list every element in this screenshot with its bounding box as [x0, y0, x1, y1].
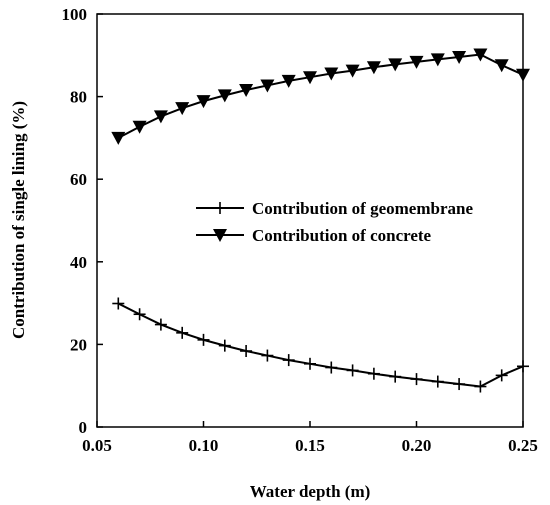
x-tick-label: 0.20	[402, 436, 432, 455]
data-point	[153, 110, 168, 124]
data-point	[196, 95, 211, 109]
data-point	[303, 71, 317, 85]
data-point	[282, 354, 295, 367]
data-point	[517, 360, 529, 373]
data-point	[154, 318, 167, 331]
data-point	[345, 64, 360, 78]
data-point	[239, 83, 254, 97]
x-tick-label: 0.10	[189, 436, 219, 455]
data-point	[281, 74, 296, 88]
axis-ticks: 0.05 0.10 0.15 0.20 0.25 0 20 40 60 80 100	[62, 5, 538, 455]
x-tick-label: 0.15	[295, 436, 325, 455]
data-point	[474, 380, 487, 393]
y-tick-label: 60	[70, 170, 87, 189]
data-point	[304, 357, 316, 370]
data-point	[325, 361, 338, 374]
legend-marker	[213, 229, 227, 242]
y-tick-label: 80	[70, 88, 87, 107]
data-point	[389, 370, 402, 383]
series-line-concrete	[117, 53, 524, 139]
data-point	[495, 369, 508, 382]
data-point	[452, 50, 467, 64]
data-point	[473, 48, 488, 62]
x-tick-label: 0.25	[508, 436, 538, 455]
y-tick-label: 0	[79, 418, 88, 437]
data-point	[366, 61, 381, 75]
data-point	[453, 378, 466, 391]
y-tick-label: 20	[70, 335, 87, 354]
data-point	[516, 68, 530, 82]
legend: Contribution of geomembrane Contribution …	[196, 199, 473, 245]
data-point	[260, 79, 275, 93]
series-layer	[111, 48, 530, 393]
data-point	[176, 326, 189, 339]
y-tick-label: 100	[62, 5, 88, 24]
legend-label: Contribution of geomembrane	[252, 199, 473, 218]
data-point	[409, 55, 424, 69]
data-point	[346, 364, 359, 377]
data-point	[218, 339, 231, 352]
x-tick-label: 0.05	[82, 436, 112, 455]
data-point	[410, 373, 423, 386]
data-point	[388, 58, 403, 72]
y-tick-label: 40	[70, 253, 87, 272]
data-point	[197, 333, 210, 346]
data-point	[175, 102, 190, 116]
data-point	[217, 89, 232, 103]
data-point	[494, 59, 509, 73]
legend-label: Contribution of concrete	[252, 226, 432, 245]
legend-marker	[214, 202, 226, 214]
data-point	[132, 120, 147, 134]
data-point	[324, 67, 339, 81]
data-point	[261, 349, 274, 362]
data-point	[240, 345, 253, 358]
data-point	[112, 297, 125, 310]
series-line-geomembrane	[117, 302, 524, 388]
x-axis-title: Water depth (m)	[250, 482, 371, 501]
data-point	[133, 308, 146, 321]
data-point	[367, 367, 380, 380]
data-point	[430, 53, 445, 67]
y-axis-title: Contribution of single lining (%)	[9, 101, 28, 339]
data-point	[111, 131, 126, 145]
data-point	[431, 375, 444, 388]
